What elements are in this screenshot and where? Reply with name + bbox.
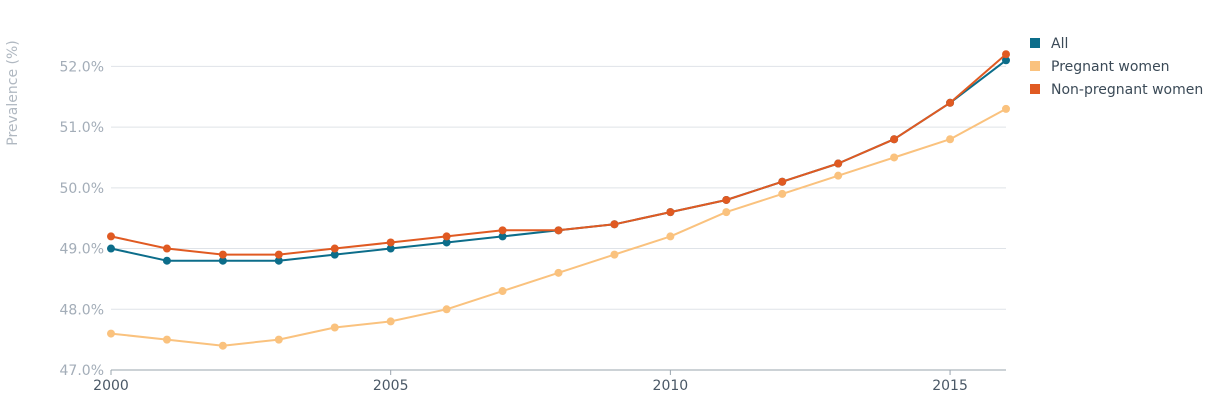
y-tick-label: 50.0%	[60, 181, 104, 197]
data-point	[722, 195, 731, 204]
legend-label: All	[1051, 36, 1068, 52]
x-axis: 2000 2005 2010 2015	[93, 369, 1006, 394]
legend-label: Pregnant women	[1051, 59, 1170, 75]
data-point	[834, 159, 843, 168]
data-point	[442, 232, 451, 241]
data-point	[666, 208, 675, 217]
series-pregnant-women	[107, 104, 1010, 350]
legend-label: Non-pregnant women	[1051, 82, 1203, 98]
data-point	[442, 238, 451, 247]
data-point	[386, 244, 395, 253]
x-tick-label: 2010	[653, 378, 689, 394]
data-point	[946, 98, 955, 107]
data-point	[162, 335, 171, 344]
data-point	[218, 256, 227, 265]
data-point	[442, 305, 451, 314]
data-point	[778, 177, 787, 186]
data-point	[330, 244, 339, 253]
x-tick-label: 2015	[932, 378, 968, 394]
data-point	[666, 232, 675, 241]
data-point	[554, 226, 563, 235]
y-axis-ticks: 47.0% 48.0% 49.0% 50.0% 51.0% 52.0%	[60, 59, 104, 379]
data-point	[274, 335, 283, 344]
data-point	[610, 220, 619, 229]
data-point	[1002, 50, 1010, 59]
data-point	[107, 329, 115, 338]
data-point	[330, 250, 339, 259]
series-line-non-pregnant-women	[110, 53, 1007, 256]
series-non-pregnant-women	[107, 50, 1010, 259]
legend-item-pregnant-women[interactable]: Pregnant women	[1030, 59, 1170, 75]
data-point	[386, 317, 395, 326]
data-point	[834, 171, 843, 180]
data-point	[218, 250, 227, 259]
legend-swatch	[1030, 61, 1040, 71]
data-point	[274, 256, 283, 265]
data-point	[330, 323, 339, 332]
data-point	[386, 238, 395, 247]
series-group	[107, 50, 1010, 350]
x-tick-label: 2000	[93, 378, 129, 394]
data-point	[946, 135, 955, 144]
legend: All Pregnant women Non-pregnant women	[1030, 36, 1203, 98]
data-point	[610, 250, 619, 259]
data-point	[890, 135, 899, 144]
data-point	[1002, 104, 1010, 113]
data-point	[107, 244, 115, 253]
y-axis-label: Prevalence (%)	[5, 40, 21, 146]
data-point	[778, 189, 787, 198]
data-point	[498, 287, 507, 296]
y-tick-label: 51.0%	[60, 120, 104, 136]
data-point	[498, 226, 507, 235]
data-point	[162, 256, 171, 265]
data-point	[162, 244, 171, 253]
legend-swatch	[1030, 38, 1040, 48]
data-point	[1002, 56, 1010, 65]
data-point	[498, 232, 507, 241]
y-tick-label: 52.0%	[60, 59, 104, 75]
y-tick-label: 47.0%	[60, 363, 104, 379]
legend-swatch	[1030, 84, 1040, 94]
y-tick-label: 48.0%	[60, 302, 104, 318]
data-point	[107, 232, 115, 241]
y-tick-label: 49.0%	[60, 242, 104, 258]
data-point	[274, 250, 283, 259]
x-tick-label: 2005	[373, 378, 409, 394]
legend-item-non-pregnant-women[interactable]: Non-pregnant women	[1030, 82, 1203, 98]
data-point	[890, 153, 899, 162]
data-point	[722, 208, 731, 217]
data-point	[554, 268, 563, 277]
data-point	[218, 341, 227, 350]
grid-lines	[111, 65, 1006, 371]
legend-item-all[interactable]: All	[1030, 36, 1068, 52]
